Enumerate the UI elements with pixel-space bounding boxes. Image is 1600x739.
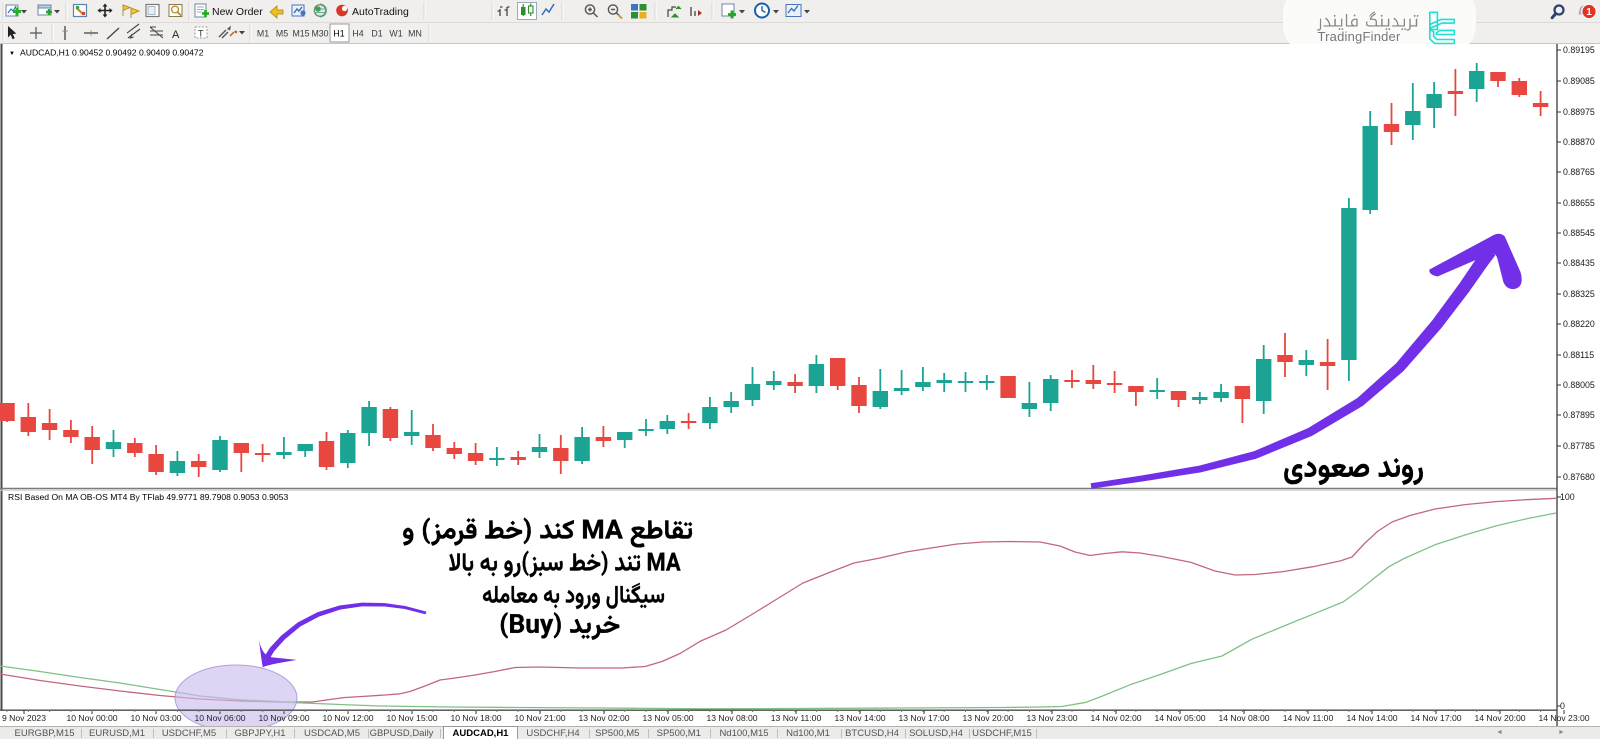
svg-text:13 Nov 11:00: 13 Nov 11:00 [771,713,822,723]
svg-text:M1: M1 [257,29,269,39]
svg-text:10 Nov 21:00: 10 Nov 21:00 [514,713,565,723]
svg-text:0.88005: 0.88005 [1563,380,1595,390]
svg-text:14 Nov 11:00: 14 Nov 11:00 [1283,713,1334,723]
svg-text:New Order: New Order [212,6,263,18]
svg-text:0.88545: 0.88545 [1563,228,1595,238]
svg-text:W1: W1 [389,29,402,39]
svg-text:0.88115: 0.88115 [1563,350,1594,360]
svg-text:10 Nov 03:00: 10 Nov 03:00 [130,713,181,723]
svg-text:10 Nov 12:00: 10 Nov 12:00 [322,713,373,723]
svg-text:0.88435: 0.88435 [1563,258,1595,268]
svg-text:0.88220: 0.88220 [1563,319,1595,329]
svg-text:0.87680: 0.87680 [1563,472,1595,482]
svg-text:0.87785: 0.87785 [1563,441,1595,451]
svg-text:M5: M5 [276,29,288,39]
svg-text:14 Nov 23:00: 14 Nov 23:00 [1538,713,1589,723]
svg-text:0.88765: 0.88765 [1563,167,1595,177]
svg-text:13 Nov 17:00: 13 Nov 17:00 [898,713,949,723]
svg-text:0.89195: 0.89195 [1563,45,1595,55]
svg-text:10 Nov 18:00: 10 Nov 18:00 [450,713,501,723]
svg-text:13 Nov 14:00: 13 Nov 14:00 [834,713,885,723]
svg-text:10 Nov 15:00: 10 Nov 15:00 [386,713,437,723]
svg-text:0.87895: 0.87895 [1563,410,1595,420]
svg-text:14 Nov 14:00: 14 Nov 14:00 [1346,713,1397,723]
svg-text:0.88325: 0.88325 [1563,289,1595,299]
svg-text:MN: MN [408,29,422,39]
svg-text:▼: ▼ [9,51,15,57]
svg-text:D1: D1 [371,29,382,39]
svg-text:14 Nov 05:00: 14 Nov 05:00 [1154,713,1205,723]
svg-text:H4: H4 [352,29,363,39]
svg-text:14 Nov 08:00: 14 Nov 08:00 [1218,713,1269,723]
svg-text:14 Nov 02:00: 14 Nov 02:00 [1090,713,1141,723]
svg-text:0: 0 [1560,701,1565,711]
svg-text:0.88870: 0.88870 [1563,137,1595,147]
svg-text:13 Nov 05:00: 13 Nov 05:00 [642,713,693,723]
svg-text:100: 100 [1560,492,1575,502]
svg-text:RSI Based On MA OB-OS MT4 By T: RSI Based On MA OB-OS MT4 By TFlab 49.97… [8,492,288,502]
svg-text:1: 1 [1586,7,1592,18]
svg-text:10 Nov 09:00: 10 Nov 09:00 [258,713,309,723]
svg-text:0.88975: 0.88975 [1563,107,1595,117]
svg-text:AutoTrading: AutoTrading [352,6,409,18]
svg-text:14 Nov 20:00: 14 Nov 20:00 [1474,713,1525,723]
svg-text:14 Nov 17:00: 14 Nov 17:00 [1410,713,1461,723]
svg-text:0.89085: 0.89085 [1563,76,1595,86]
svg-text:13 Nov 02:00: 13 Nov 02:00 [578,713,629,723]
svg-text:0.88655: 0.88655 [1563,198,1595,208]
svg-text:9 Nov 2023: 9 Nov 2023 [2,713,46,723]
svg-text:AUDCAD,H1 0.90452 0.90492 0.9: AUDCAD,H1 0.90452 0.90492 0.90409 0.9047… [20,48,204,58]
svg-text:13 Nov 23:00: 13 Nov 23:00 [1026,713,1077,723]
svg-text:T: T [198,29,204,39]
svg-text:13 Nov 08:00: 13 Nov 08:00 [706,713,757,723]
svg-text:10 Nov 00:00: 10 Nov 00:00 [66,713,117,723]
svg-text:A: A [172,29,180,41]
svg-text:13 Nov 20:00: 13 Nov 20:00 [962,713,1013,723]
svg-text:M15: M15 [292,29,309,39]
svg-text:H1: H1 [333,29,344,39]
svg-text:10 Nov 06:00: 10 Nov 06:00 [194,713,245,723]
svg-text:M30: M30 [311,29,328,39]
